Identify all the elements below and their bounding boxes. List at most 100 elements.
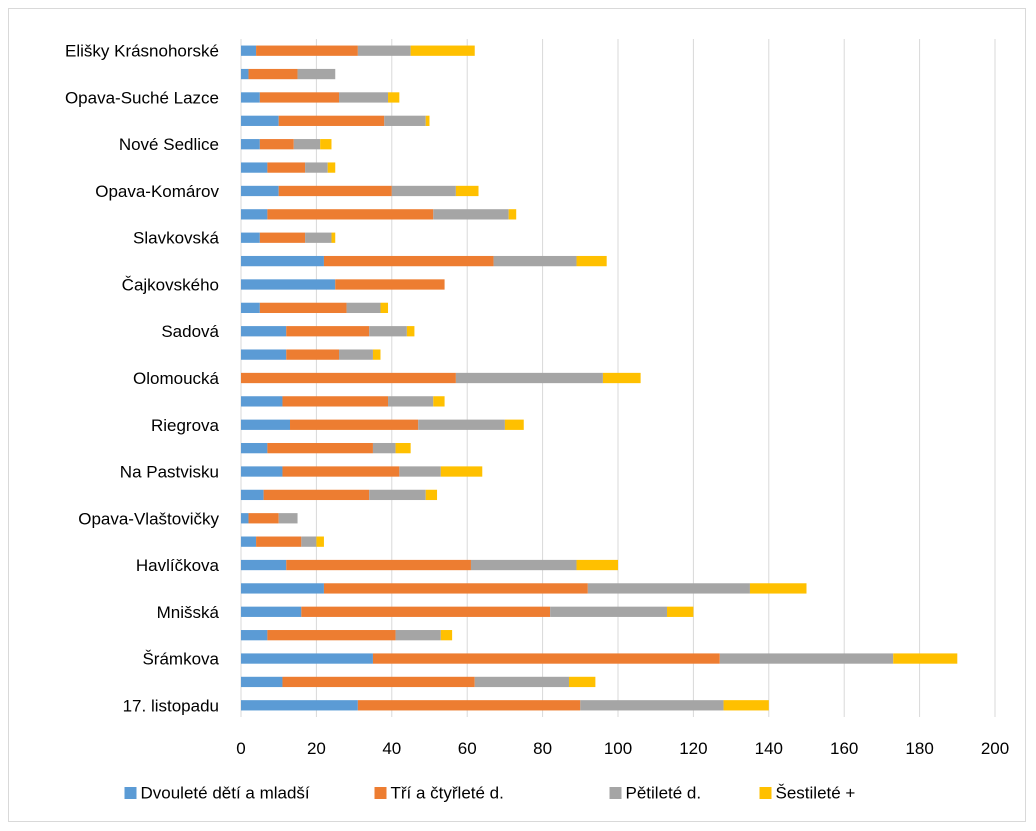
bar-segment xyxy=(357,700,581,711)
bar-segment xyxy=(455,372,603,384)
x-tick-label: 200 xyxy=(981,739,1009,758)
x-tick-label: 60 xyxy=(458,739,477,758)
bar-segment xyxy=(241,92,260,103)
bar-segment xyxy=(587,583,750,594)
bar-segment xyxy=(241,606,302,617)
bar-segment xyxy=(282,396,389,407)
bar-segment xyxy=(267,442,373,454)
bar-segment xyxy=(372,442,396,454)
category-label: Nové Sedlice xyxy=(119,135,219,154)
bar-segment xyxy=(248,513,279,524)
bar-segment xyxy=(241,302,260,314)
bar-segment xyxy=(267,162,306,173)
bar-segment xyxy=(241,676,283,688)
bar-segment xyxy=(241,45,257,56)
bar-segment xyxy=(327,162,336,173)
bar-segment xyxy=(267,209,434,220)
bar-segment xyxy=(256,45,358,56)
bar-segment xyxy=(369,489,426,501)
bar-segment xyxy=(470,559,577,571)
bar-segment xyxy=(339,349,373,360)
bar-segment xyxy=(241,279,336,290)
bar-segment xyxy=(440,466,483,477)
category-label: Opava-Suché Lazce xyxy=(65,88,219,107)
bar-segment xyxy=(346,302,381,314)
bar-segment xyxy=(282,676,475,688)
bar-segment xyxy=(241,513,249,524)
bar-segment xyxy=(474,676,569,688)
x-tick-labels: 0 20 40 60 80 100 120 140 160 180 200 xyxy=(236,739,1009,758)
bar-segment xyxy=(241,653,373,664)
bar-segment xyxy=(384,115,426,126)
bar-segment xyxy=(297,68,336,80)
legend-label: Dvouleté dětí a mladší xyxy=(141,784,310,803)
category-label: Olomoucká xyxy=(133,369,220,388)
bar-segment xyxy=(241,559,287,571)
bar-segment xyxy=(335,279,445,290)
bar-segment xyxy=(259,302,347,314)
bar-segment xyxy=(331,232,336,243)
bar-segment xyxy=(241,396,283,407)
bar-segment xyxy=(301,606,551,617)
bar-segment xyxy=(316,536,324,547)
bar-segment xyxy=(301,536,317,547)
x-tick-label: 140 xyxy=(755,739,783,758)
bar-segment xyxy=(433,396,445,407)
bar-segment xyxy=(440,630,453,641)
legend-swatch xyxy=(759,787,772,799)
bar-segment xyxy=(241,209,268,220)
x-tick-label: 100 xyxy=(604,739,632,758)
chart-frame: 17. listopadu Šrámkova Mnišská Havlíčkova Op… xyxy=(8,8,1026,822)
bar-segment xyxy=(278,185,392,197)
category-label: Na Pastvisku xyxy=(120,463,219,482)
bar-segment xyxy=(259,232,306,243)
bar-segment xyxy=(241,442,268,454)
legend-swatch xyxy=(374,787,387,799)
bar-segment xyxy=(388,92,400,103)
bar-segment xyxy=(241,68,249,80)
bar-segment xyxy=(602,372,641,384)
x-tick-label: 0 xyxy=(236,739,245,758)
bar-segment xyxy=(259,92,340,103)
x-tick-label: 40 xyxy=(382,739,401,758)
bar-segment xyxy=(433,209,509,220)
bar-segment xyxy=(406,326,415,337)
legend-swatch xyxy=(609,787,622,799)
bar-segment xyxy=(719,653,894,664)
category-label: Elišky Krásnohorské xyxy=(65,42,219,61)
category-label: Mnišská xyxy=(157,603,220,622)
bar-segment xyxy=(410,45,475,56)
legend-label: Šestileté + xyxy=(776,784,856,803)
bar-segment xyxy=(241,466,283,477)
bar-segment xyxy=(241,489,264,501)
bar-segment xyxy=(425,115,430,126)
bar-segment xyxy=(278,513,298,524)
bar-segment xyxy=(241,162,268,173)
bar-segment xyxy=(576,255,607,267)
category-label: Šrámkova xyxy=(142,650,219,669)
bar-segment xyxy=(576,559,618,571)
bar-segment xyxy=(290,419,419,430)
bar-segment xyxy=(241,583,324,594)
category-label: Opava-Vlaštovičky xyxy=(78,509,219,528)
x-tick-label: 180 xyxy=(905,739,933,758)
category-label: Opava-Komárov xyxy=(95,182,219,201)
bar-segment xyxy=(369,326,407,337)
bar-segment xyxy=(278,115,385,126)
stacked-bar-chart: 17. listopadu Šrámkova Mnišská Havlíčkova Op… xyxy=(65,39,1009,803)
bar-segment xyxy=(241,349,287,360)
bar-segment xyxy=(667,606,694,617)
bar-segment xyxy=(267,630,396,641)
bar-segment xyxy=(241,372,456,384)
bar-segment xyxy=(259,139,294,150)
category-label: 17. listopadu xyxy=(123,696,219,715)
bar-segment xyxy=(323,583,588,594)
category-label: Sadová xyxy=(161,322,219,341)
bar-segment xyxy=(286,349,340,360)
legend-swatch xyxy=(124,787,137,799)
legend-label: Pětileté d. xyxy=(626,784,702,803)
bar-segment xyxy=(455,185,479,197)
x-tick-label: 120 xyxy=(679,739,707,758)
category-label: Riegrova xyxy=(151,416,220,435)
bar-segment xyxy=(508,209,517,220)
